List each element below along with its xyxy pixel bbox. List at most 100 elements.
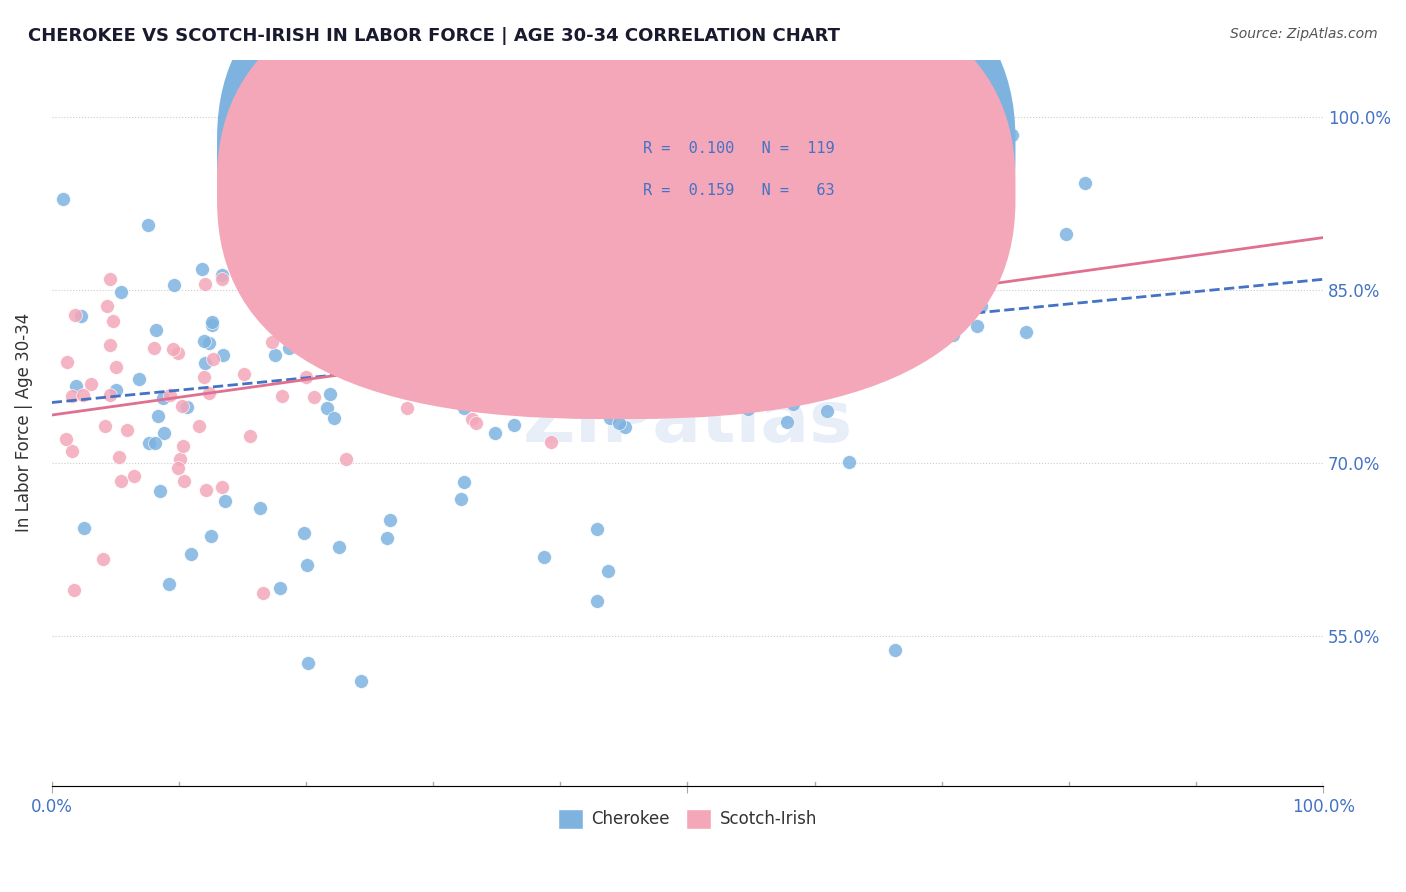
Cherokee [269, 581, 291, 595]
Scotch-Irish [396, 401, 419, 416]
Cherokee [388, 322, 411, 336]
Scotch-Irish [389, 271, 412, 285]
Cherokee [377, 532, 399, 546]
Cherokee [673, 341, 696, 355]
Scotch-Irish [63, 309, 86, 323]
Scotch-Irish [495, 271, 517, 285]
Scotch-Irish [502, 376, 524, 391]
Scotch-Irish [229, 271, 252, 285]
Scotch-Irish [610, 271, 633, 285]
Cherokee [138, 435, 160, 450]
Cherokee [281, 307, 304, 321]
Cherokee [250, 174, 273, 188]
Scotch-Irish [172, 439, 194, 453]
Cherokee [560, 380, 582, 394]
Scotch-Irish [233, 368, 256, 382]
Scotch-Irish [461, 412, 484, 426]
Cherokee [1015, 326, 1038, 340]
Scotch-Irish [631, 286, 654, 301]
Cherokee [643, 395, 665, 409]
Scotch-Irish [98, 271, 121, 285]
Cherokee [350, 197, 373, 211]
Cherokee [859, 217, 882, 231]
Cherokee [201, 315, 224, 329]
Cherokee [319, 387, 342, 401]
Cherokee [105, 383, 128, 397]
Cherokee [966, 319, 988, 334]
Cherokee [73, 521, 96, 535]
Scotch-Irish [55, 355, 77, 369]
Cherokee [1001, 128, 1024, 143]
Scotch-Irish [284, 271, 307, 285]
Scotch-Irish [335, 452, 357, 467]
Cherokee [453, 353, 475, 368]
Cherokee [453, 401, 475, 416]
Text: ZIPatlas: ZIPatlas [523, 388, 852, 458]
Cherokee [626, 353, 648, 368]
Cherokee [728, 268, 751, 283]
Cherokee [391, 313, 413, 327]
Cherokee [280, 154, 302, 169]
Cherokee [599, 411, 621, 425]
Cherokee [557, 344, 579, 359]
Cherokee [585, 593, 607, 607]
Scotch-Irish [94, 419, 117, 434]
Scotch-Irish [159, 388, 181, 402]
Cherokee [737, 402, 759, 417]
Cherokee [434, 360, 457, 375]
Scotch-Irish [252, 586, 274, 600]
Cherokee [145, 323, 167, 337]
Cherokee [157, 576, 180, 591]
Scotch-Irish [198, 386, 221, 401]
Scotch-Irish [260, 335, 283, 350]
Cherokee [884, 643, 907, 657]
Cherokee [838, 455, 860, 469]
Scotch-Irish [173, 474, 195, 488]
Cherokee [297, 558, 319, 573]
Cherokee [180, 548, 202, 562]
Cherokee [343, 363, 366, 377]
Cherokee [128, 372, 150, 386]
Cherokee [148, 409, 170, 423]
Cherokee [502, 418, 524, 433]
Cherokee [308, 272, 330, 286]
Cherokee [389, 248, 412, 262]
Cherokee [198, 336, 221, 351]
Cherokee [578, 379, 600, 393]
Scotch-Irish [295, 369, 318, 384]
Cherokee [599, 378, 621, 392]
Scotch-Irish [271, 389, 294, 403]
Cherokee [294, 526, 316, 541]
Scotch-Irish [193, 370, 215, 384]
Cherokee [328, 540, 350, 554]
Cherokee [136, 218, 159, 232]
Cherokee [357, 334, 380, 348]
Scotch-Irish [243, 271, 266, 285]
Cherokee [593, 365, 616, 379]
Scotch-Irish [91, 552, 114, 566]
Cherokee [963, 255, 986, 269]
Cherokee [585, 522, 607, 536]
Cherokee [347, 351, 370, 366]
Scotch-Irish [254, 284, 277, 298]
Cherokee [269, 305, 291, 319]
Cherokee [211, 268, 233, 283]
Cherokee [377, 108, 399, 122]
Cherokee [264, 348, 287, 362]
Cherokee [65, 379, 87, 393]
Cherokee [484, 426, 506, 441]
Cherokee [176, 400, 198, 414]
Cherokee [350, 673, 373, 688]
Text: Source: ZipAtlas.com: Source: ZipAtlas.com [1230, 27, 1378, 41]
Scotch-Irish [80, 376, 103, 391]
Cherokee [942, 327, 965, 342]
Cherokee [716, 251, 738, 265]
Scotch-Irish [501, 285, 523, 299]
Cherokee [143, 435, 166, 450]
Cherokee [347, 307, 370, 321]
Cherokee [1054, 227, 1077, 242]
Cherokee [858, 136, 880, 151]
Scotch-Irish [211, 271, 233, 285]
Cherokee [378, 513, 401, 527]
Scotch-Irish [540, 434, 562, 449]
